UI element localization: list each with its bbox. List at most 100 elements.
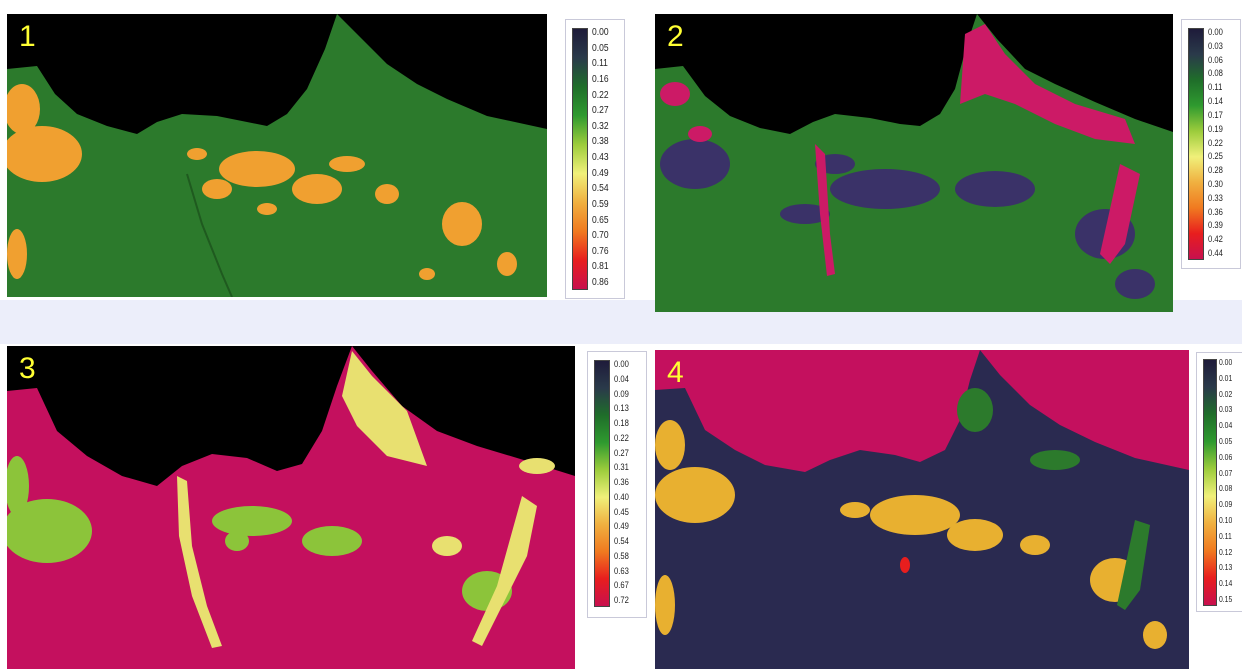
land-area [655,14,1173,312]
legend-tick-label: 0.03 [1208,40,1223,51]
legend-tick-label: 0.11 [1219,531,1232,541]
legend-tick-label: 0.36 [614,477,629,487]
color-scale-legend: 0.00 0.04 0.09 0.13 0.18 0.22 0.27 0.31 0.36 0.40… [587,351,647,618]
legend-tick-label: 0.31 [614,462,629,473]
legend-color-bar [1188,28,1204,260]
highlight-group [660,24,1140,276]
legend-tick-label: 0.00 [1208,27,1223,37]
map-panel-2: 2 0.00 0.03 0.06 0.08 0.11 0.14 0.17 0.19 0.22 0.… [655,14,1242,312]
legend-color-bar [572,28,588,290]
patch-group [7,84,517,280]
legend-tick-label: 0.03 [1219,405,1233,415]
legend-tick-label: 0.05 [1219,437,1233,446]
legend-tick-label: 0.59 [592,198,609,210]
map-image-4 [655,350,1189,669]
legend-tick-label: 0.43 [592,152,609,163]
legend-tick-label: 0.28 [1208,165,1223,176]
legend-color-bar [1203,359,1217,606]
legend-tick-label: 0.49 [614,521,629,532]
legend-tick-label: 0.65 [592,214,609,226]
legend-tick-label: 0.17 [1208,109,1223,120]
legend-tick-label: 0.09 [1219,500,1233,510]
legend-tick-label: 0.13 [614,403,629,414]
legend-tick-label: 0.32 [592,120,609,132]
map-panel-4: 4 0.00 0.01 0.02 0.03 0.04 0.05 0.06 0.07 0.08 0.… [655,350,1242,669]
legend-tick-label: 0.18 [614,418,629,428]
legend-tick-label: 0.19 [1208,123,1223,134]
patch-group [7,456,512,611]
highlight-group [957,388,1150,610]
legend-tick-label: 0.02 [1219,389,1233,399]
panel-number: 2 [667,20,684,53]
legend-tick-label: 0.40 [614,491,629,502]
map-image-1 [7,14,547,297]
legend-tick-label: 0.14 [1208,96,1223,107]
legend-tick-label: 0.04 [614,373,629,384]
legend-tick-labels: 0.00 0.03 0.06 0.08 0.11 0.14 0.17 0.19 0.22 0.25… [1208,28,1240,258]
panel-number: 4 [667,356,684,389]
legend-tick-label: 0.09 [614,388,629,399]
legend-tick-label: 0.16 [592,73,609,85]
legend-color-bar [594,360,610,607]
legend-tick-label: 0.86 [592,277,609,288]
legend-tick-label: 0.67 [614,580,629,591]
river-line [186,173,233,297]
legend-tick-label: 0.14 [1219,579,1233,589]
legend-tick-label: 0.54 [614,536,629,546]
legend-tick-labels: 0.00 0.01 0.02 0.03 0.04 0.05 0.06 0.07 0.08 0.09… [1219,359,1242,604]
legend-tick-label: 0.30 [1208,178,1223,189]
legend-tick-label: 0.05 [592,42,609,54]
legend-tick-label: 0.70 [592,230,609,242]
legend-tick-label: 0.27 [592,105,609,117]
land-area [7,346,575,669]
legend-tick-labels: 0.00 0.04 0.09 0.13 0.18 0.22 0.27 0.31 0.36 0.40… [614,360,646,605]
legend-tick-label: 0.36 [1208,206,1223,217]
legend-tick-label: 0.04 [1219,421,1233,431]
legend-tick-label: 0.33 [1208,192,1223,203]
legend-tick-label: 0.00 [614,359,629,369]
legend-tick-label: 0.10 [1219,516,1233,525]
legend-tick-label: 0.44 [1208,248,1223,258]
legend-tick-label: 0.15 [1219,595,1233,604]
legend-tick-label: 0.42 [1208,234,1223,245]
legend-tick-label: 0.06 [1208,54,1223,65]
legend-tick-label: 0.27 [614,447,629,458]
highlight-group [177,351,555,648]
legend-tick-label: 0.08 [1208,68,1223,79]
legend-tick-label: 0.08 [1219,484,1233,494]
legend-tick-label: 0.22 [592,89,609,101]
legend-tick-label: 0.58 [614,550,629,561]
panel-number: 3 [19,352,36,385]
legend-tick-label: 0.11 [1208,82,1223,93]
legend-tick-label: 0.54 [592,183,609,195]
legend-tick-label: 0.07 [1219,468,1233,478]
color-scale-legend: 0.00 0.01 0.02 0.03 0.04 0.05 0.06 0.07 0.08 0.09… [1196,352,1242,612]
map-image-3 [7,346,575,669]
legend-tick-labels: 0.00 0.05 0.11 0.16 0.22 0.27 0.32 0.38 0.43 0.49… [592,28,624,288]
map-image-2 [655,14,1173,312]
legend-tick-label: 0.72 [614,595,629,605]
red-spot [900,557,910,573]
legend-tick-label: 0.11 [592,58,608,70]
legend-tick-label: 0.06 [1219,452,1233,462]
legend-tick-label: 0.22 [614,432,629,443]
legend-tick-label: 0.76 [592,245,609,257]
legend-tick-label: 0.45 [614,506,629,517]
color-scale-legend: 0.00 0.03 0.06 0.08 0.11 0.14 0.17 0.19 0.22 0.25… [1181,19,1241,269]
legend-tick-label: 0.22 [1208,137,1223,148]
legend-tick-label: 0.00 [592,27,609,38]
legend-tick-label: 0.81 [592,261,609,273]
panel-number: 1 [19,20,36,53]
map-panel-3: 3 0.00 0.04 0.09 0.13 0.18 0.22 0.27 0.31 0.36 0.… [7,346,647,669]
legend-tick-label: 0.49 [592,167,609,179]
legend-tick-label: 0.01 [1219,373,1233,383]
patch-group [655,420,1167,649]
legend-tick-label: 0.00 [1219,358,1233,367]
legend-tick-label: 0.12 [1219,547,1233,557]
map-panel-1: 1 0.00 0.05 0.11 0.16 0.22 0.27 0.32 0.38 0.43 0.… [7,14,625,299]
legend-tick-label: 0.39 [1208,220,1223,231]
legend-tick-label: 0.13 [1219,563,1233,573]
legend-tick-label: 0.25 [1208,151,1223,162]
legend-tick-label: 0.38 [592,136,609,148]
legend-tick-label: 0.63 [614,565,629,576]
